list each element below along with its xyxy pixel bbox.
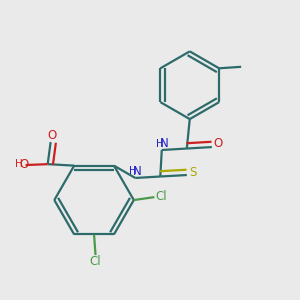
Text: N: N: [160, 137, 169, 150]
Text: N: N: [133, 165, 142, 178]
Text: H: H: [155, 139, 163, 148]
Text: S: S: [190, 166, 197, 178]
Text: H: H: [129, 167, 137, 176]
Text: H: H: [15, 160, 23, 170]
Text: O: O: [214, 137, 223, 150]
Text: O: O: [20, 158, 29, 171]
Text: O: O: [47, 129, 57, 142]
Text: Cl: Cl: [90, 255, 101, 268]
Text: Cl: Cl: [155, 190, 167, 203]
